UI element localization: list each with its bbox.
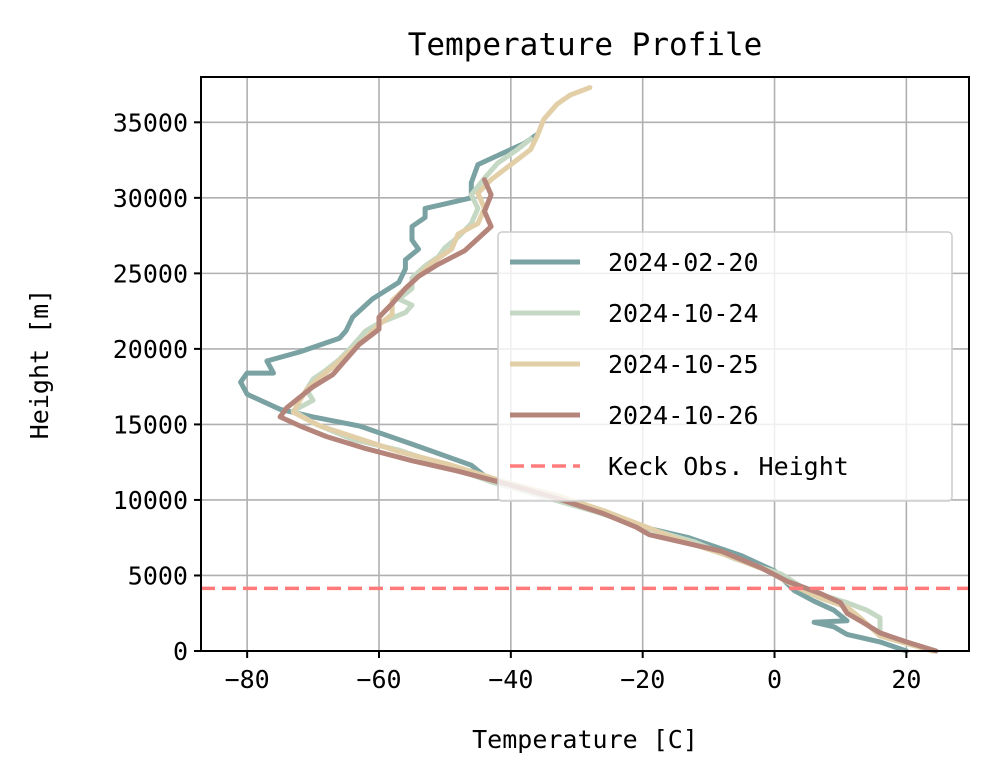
y-tick-label: 15000	[113, 410, 188, 439]
legend: 2024-02-20 2024-10-24 2024-10-25 2024-10-26…	[497, 231, 953, 502]
x-tick-label: −40	[488, 665, 533, 694]
x-axis-label: Temperature [C]	[472, 725, 698, 754]
legend-entry-label: 2024-10-25	[608, 350, 759, 379]
legend-entry-label: 2024-02-20	[608, 248, 759, 277]
x-tick-label: 0	[767, 665, 782, 694]
y-tick-label: 35000	[113, 108, 188, 137]
series-group	[201, 85, 969, 654]
y-tick-label: 20000	[113, 335, 188, 364]
ticks: −80 −60 −40 −20 0 20 0 5000 10000 15000 20000 25000…	[113, 108, 922, 694]
y-tick-label: 5000	[128, 561, 188, 590]
legend-box	[497, 231, 953, 502]
y-axis-label: Height [m]	[25, 289, 54, 440]
chart-title: Temperature Profile	[408, 27, 763, 63]
y-tick-label: 10000	[113, 486, 188, 515]
y-tick-label: 25000	[113, 259, 188, 288]
legend-entry-label: Keck Obs. Height	[608, 452, 849, 481]
x-tick-label: 20	[891, 665, 921, 694]
legend-entry-label: 2024-10-26	[608, 401, 759, 430]
series-line-2024-02-20	[238, 131, 909, 654]
x-tick-label: −20	[620, 665, 665, 694]
axes-frame	[200, 76, 970, 652]
y-tick-label: 0	[173, 637, 188, 666]
x-tick-label: −60	[356, 665, 401, 694]
y-tick-label: 30000	[113, 184, 188, 213]
series-line-2024-10-26	[277, 177, 939, 654]
x-tick-label: −80	[225, 665, 270, 694]
legend-entry-label: 2024-10-24	[608, 299, 759, 328]
